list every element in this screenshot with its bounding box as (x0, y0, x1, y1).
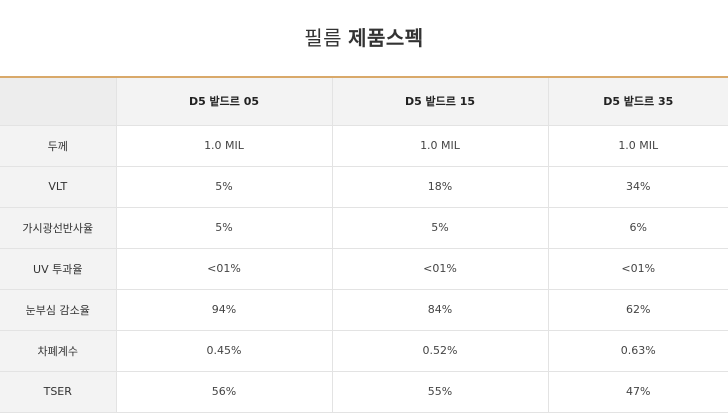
table-cell: 56% (116, 371, 333, 413)
table-cell: 55% (332, 371, 549, 413)
header-corner-cell (0, 78, 117, 126)
column-header: D5 밭드르 05 (116, 78, 333, 126)
table-cell: 84% (332, 289, 549, 331)
row-label: TSER (0, 371, 117, 413)
row-label: 두께 (0, 125, 117, 167)
table-cell: 1.0 MIL (548, 125, 728, 167)
column-header: D5 밭드르 15 (332, 78, 549, 126)
title-bold: 제품스펙 (348, 26, 424, 50)
table-cell: 6% (548, 207, 728, 249)
row-label: 차폐계수 (0, 330, 117, 372)
table-cell: 5% (332, 207, 549, 249)
header-row: D5 밭드르 05 D5 밭드르 15 D5 밭드르 35 (0, 78, 728, 126)
table-cell: 0.52% (332, 330, 549, 372)
page-title: 필름 제품스펙 (0, 22, 728, 51)
title-light: 필름 (304, 26, 343, 50)
table-cell: 94% (116, 289, 333, 331)
table-cell: 5% (116, 166, 333, 208)
spec-table: D5 밭드르 05 D5 밭드르 15 D5 밭드르 35 두께 1.0 MIL… (0, 78, 728, 413)
table-cell: 5% (116, 207, 333, 249)
table-cell: 1.0 MIL (116, 125, 333, 167)
table-row: VLT 5% 18% 34% (0, 166, 728, 208)
table-row: 차폐계수 0.45% 0.52% 0.63% (0, 330, 728, 372)
row-label: 눈부심 감소율 (0, 289, 117, 331)
table-row: 가시광선반사율 5% 5% 6% (0, 207, 728, 249)
table-cell: 0.45% (116, 330, 333, 372)
table-cell: 47% (548, 371, 728, 413)
table-cell: 0.63% (548, 330, 728, 372)
table-cell: <01% (116, 248, 333, 290)
title-divider (0, 76, 728, 78)
table-row: TSER 56% 55% 47% (0, 371, 728, 413)
table-cell: <01% (548, 248, 728, 290)
table-cell: 1.0 MIL (332, 125, 549, 167)
table-cell: 34% (548, 166, 728, 208)
row-label: UV 투과율 (0, 248, 117, 290)
table-row: 두께 1.0 MIL 1.0 MIL 1.0 MIL (0, 125, 728, 167)
row-label: VLT (0, 166, 117, 208)
table-row: UV 투과율 <01% <01% <01% (0, 248, 728, 290)
row-label: 가시광선반사율 (0, 207, 117, 249)
table-cell: 62% (548, 289, 728, 331)
table-row: 눈부심 감소율 94% 84% 62% (0, 289, 728, 331)
table-cell: <01% (332, 248, 549, 290)
column-header: D5 밭드르 35 (548, 78, 728, 126)
table-cell: 18% (332, 166, 549, 208)
